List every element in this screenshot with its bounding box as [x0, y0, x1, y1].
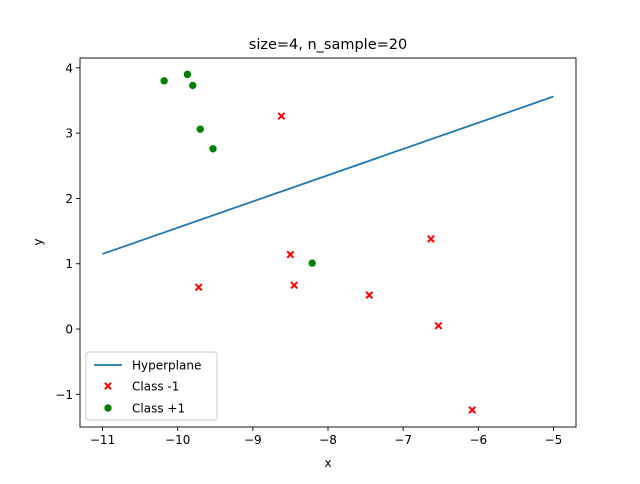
legend-entry-label: Hyperplane	[132, 359, 201, 373]
legend: Hyperplane Class -1 Class +1	[85, 351, 218, 421]
x-tick-label: −6	[469, 433, 487, 447]
class-plus-1-point	[308, 259, 316, 267]
x-axis-label: x	[324, 456, 331, 470]
y-tick-label: 2	[65, 192, 73, 206]
class-minus-1-point	[468, 406, 477, 414]
x-tick-label: −5	[545, 433, 563, 447]
marker-stroke	[286, 250, 295, 259]
marker-stroke	[194, 283, 203, 292]
class-minus-1-point	[427, 235, 435, 243]
y-tick-label: 0	[65, 323, 73, 337]
class-plus-1-point	[183, 70, 192, 79]
legend-class-minus-1-swatch	[104, 382, 112, 390]
x-tick-label: −11	[90, 433, 115, 447]
class-minus-1-point	[365, 291, 374, 299]
marker-stroke	[277, 112, 286, 121]
y-axis-label: y	[31, 238, 45, 245]
marker-stroke	[365, 291, 374, 299]
class-minus-1-point	[194, 283, 203, 292]
class-plus-1-point	[160, 77, 168, 85]
class-minus-1-point	[277, 112, 286, 121]
class-plus-1-point	[209, 145, 217, 153]
x-tick-label: −7	[394, 433, 412, 447]
x-tick-label: −8	[319, 433, 337, 447]
marker-stroke	[434, 321, 443, 330]
legend-entry-label: Class -1	[132, 380, 179, 394]
class-minus-1-point	[290, 281, 299, 290]
y-tick-label: −1	[55, 388, 73, 402]
chart-title: size=4, n_sample=20	[249, 37, 407, 53]
marker-stroke	[290, 281, 299, 290]
legend-class-plus-1-swatch	[104, 404, 112, 412]
y-tick-label: 4	[65, 61, 73, 75]
series-layer	[102, 70, 554, 414]
x-tick-label: −10	[165, 433, 190, 447]
x-tick-label: −9	[244, 433, 262, 447]
class-plus-1-point	[189, 81, 197, 90]
y-tick-label: 1	[65, 257, 73, 271]
marker-stroke	[104, 382, 112, 390]
class-minus-1-point	[434, 321, 443, 330]
legend-entry-label: Class +1	[132, 402, 185, 416]
y-tick-label: 3	[65, 127, 73, 141]
marker-stroke	[427, 235, 435, 243]
legend-box	[85, 351, 218, 421]
marker-stroke	[468, 406, 477, 414]
hyperplane-line	[102, 95, 554, 255]
class-plus-1-point	[196, 125, 204, 133]
class-minus-1-point	[286, 250, 295, 259]
